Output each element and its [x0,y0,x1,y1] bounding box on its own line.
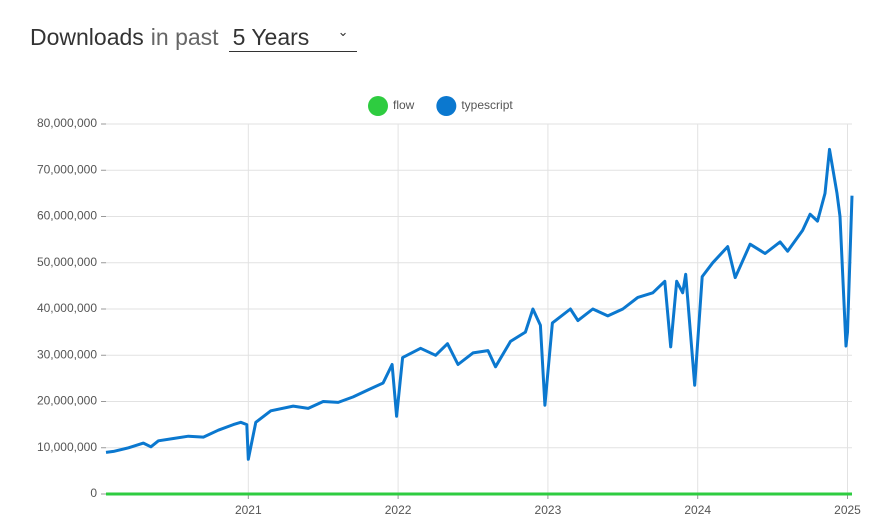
y-tick-label: 30,000,000 [37,347,97,361]
period-select[interactable]: 5 Years ⌄ [228,24,357,52]
legend-label: flow [393,98,415,112]
header-prefix: in past [150,24,219,50]
chevron: ⌄ [337,24,349,39]
y-tick-label: 70,000,000 [37,162,97,176]
y-tick-label: 40,000,000 [37,301,97,315]
x-tick-label: 2024 [684,503,711,517]
y-tick-label: 80,000,000 [37,116,97,130]
legend-swatch [368,96,388,116]
period-value: 5 Years [232,24,310,50]
x-tick-label: 2022 [385,503,412,517]
header: Downloads in past 5 Years ⌄ [30,24,357,52]
x-tick-label: 2021 [235,503,262,517]
legend-label: typescript [461,98,513,112]
y-tick-label: 0 [90,486,97,500]
series-line [105,147,854,461]
y-tick-label: 10,000,000 [37,440,97,454]
y-tick-label: 20,000,000 [37,394,97,408]
header-title: Downloads [30,24,144,50]
y-tick-label: 50,000,000 [37,255,97,269]
x-tick-label: 2025 [834,503,861,517]
x-tick-label: 2023 [535,503,562,517]
legend-swatch [436,96,457,116]
y-tick-label: 60,000,000 [37,209,97,223]
